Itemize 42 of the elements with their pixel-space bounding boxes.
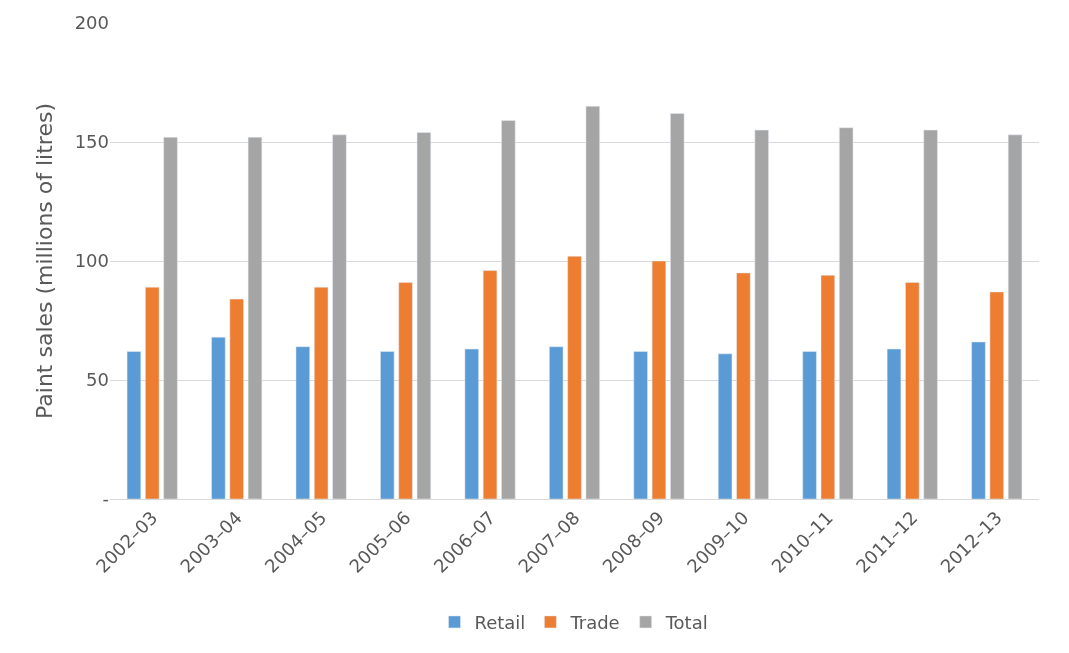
bar <box>989 291 1004 499</box>
y-tick-label: 150 <box>74 131 109 153</box>
y-tick-label: 50 <box>86 369 109 391</box>
bar <box>549 346 564 499</box>
bar <box>126 351 142 499</box>
bar <box>314 286 329 499</box>
bar <box>670 113 685 499</box>
legend-label: Retail <box>474 611 526 633</box>
bar <box>295 346 310 499</box>
bar <box>923 129 938 499</box>
bar <box>1007 134 1023 499</box>
bar <box>633 351 648 499</box>
legend-label: Trade <box>569 611 620 633</box>
bar <box>718 353 733 499</box>
bar <box>482 270 498 499</box>
bar <box>971 341 986 499</box>
bar <box>145 286 160 499</box>
bar <box>229 298 244 499</box>
legend-label: Total <box>664 611 708 633</box>
y-tick-label: 200 <box>74 12 109 34</box>
bar <box>736 272 751 499</box>
bar <box>802 351 817 499</box>
bar <box>416 132 431 499</box>
bar <box>839 127 854 499</box>
bar <box>332 134 347 499</box>
bar <box>163 136 178 499</box>
bar <box>464 348 479 499</box>
bar <box>501 120 516 499</box>
bar <box>886 348 902 499</box>
y-tick-label: - <box>102 488 109 510</box>
bar <box>585 106 600 499</box>
y-tick-label: 100 <box>74 250 109 272</box>
y-axis-title: Paint sales (millions of litres) <box>32 103 58 419</box>
bar <box>754 129 769 499</box>
bar <box>820 275 835 499</box>
bar <box>398 282 413 499</box>
bar <box>905 282 920 499</box>
bar <box>567 255 582 499</box>
bar <box>651 260 667 499</box>
bar <box>211 336 226 499</box>
bar <box>247 136 263 499</box>
bar <box>380 351 395 499</box>
